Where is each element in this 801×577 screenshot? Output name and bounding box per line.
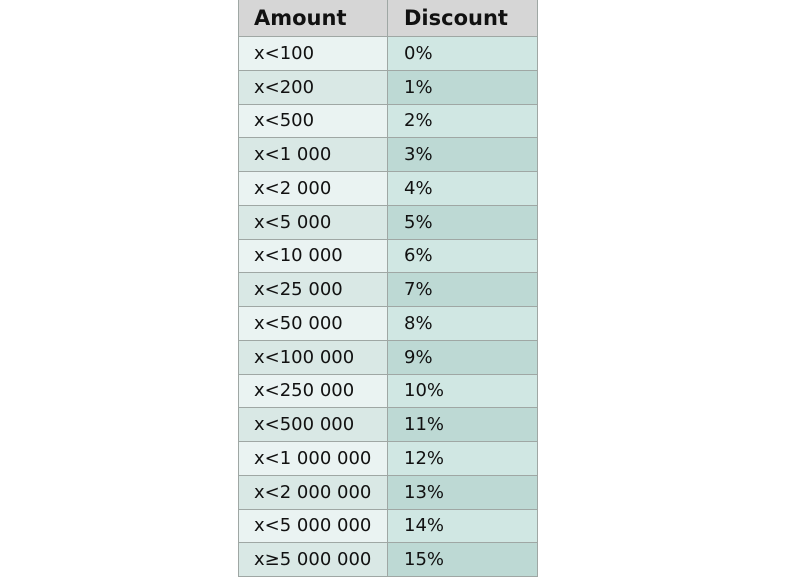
table-row: x<1 000 3% — [238, 138, 538, 172]
table-row: x<5 000 5% — [238, 205, 538, 240]
amount-cell: x<1 000 000 — [239, 442, 388, 475]
discount-table: Amount Discount x<100 0% x<200 1% x<500 2% x<1… — [238, 0, 538, 577]
discount-cell: 11% — [388, 408, 537, 441]
table-row: x<10 000 6% — [238, 239, 538, 274]
discount-cell: 10% — [388, 374, 537, 408]
discount-cell: 13% — [388, 475, 537, 509]
amount-cell: x<250 000 — [239, 374, 388, 408]
discount-cell: 5% — [388, 205, 537, 239]
discount-cell: 3% — [388, 138, 537, 171]
amount-cell: x<50 000 — [239, 307, 388, 340]
table-row: x<500 000 11% — [238, 408, 538, 442]
discount-cell: 4% — [388, 172, 537, 205]
discount-cell: 15% — [388, 543, 537, 576]
table-body: x<100 0% x<200 1% x<500 2% x<1 000 3% x<2 000 4% x… — [238, 37, 538, 577]
amount-cell: x≥5 000 000 — [239, 543, 388, 576]
table-row: x<50 000 8% — [238, 307, 538, 341]
amount-cell: x<500 — [239, 104, 388, 138]
amount-cell: x<100 000 — [239, 340, 388, 374]
table-row: x<100 0% — [238, 37, 538, 71]
discount-cell: 12% — [388, 442, 537, 475]
amount-cell: x<2 000 — [239, 172, 388, 205]
amount-cell: x<500 000 — [239, 408, 388, 441]
table-row: x<200 1% — [238, 70, 538, 105]
table-row: x<2 000 4% — [238, 172, 538, 206]
header-discount: Discount — [404, 6, 508, 30]
discount-cell: 14% — [388, 509, 537, 543]
table-row: x<5 000 000 14% — [238, 509, 538, 544]
discount-cell: 8% — [388, 307, 537, 340]
amount-cell: x<1 000 — [239, 138, 388, 171]
table-row: x<250 000 10% — [238, 374, 538, 409]
amount-cell: x<25 000 — [239, 273, 388, 306]
discount-cell: 6% — [388, 239, 537, 273]
discount-cell: 1% — [388, 70, 537, 104]
table-row: x<2 000 000 13% — [238, 475, 538, 510]
header-amount: Amount — [239, 0, 388, 36]
table-row: x<25 000 7% — [238, 273, 538, 307]
table-row: x<100 000 9% — [238, 340, 538, 375]
discount-cell: 9% — [388, 340, 537, 374]
table-row: x<1 000 000 12% — [238, 442, 538, 476]
discount-cell: 0% — [388, 37, 537, 70]
discount-cell: 7% — [388, 273, 537, 306]
discount-cell: 2% — [388, 104, 537, 138]
amount-cell: x<2 000 000 — [239, 475, 388, 509]
table-row: x<500 2% — [238, 104, 538, 139]
amount-cell: x<200 — [239, 70, 388, 104]
amount-cell: x<5 000 — [239, 205, 388, 239]
amount-cell: x<100 — [239, 37, 388, 70]
amount-cell: x<10 000 — [239, 239, 388, 273]
amount-cell: x<5 000 000 — [239, 509, 388, 543]
table-header: Amount Discount — [238, 0, 538, 37]
table-row: x≥5 000 000 15% — [238, 543, 538, 577]
